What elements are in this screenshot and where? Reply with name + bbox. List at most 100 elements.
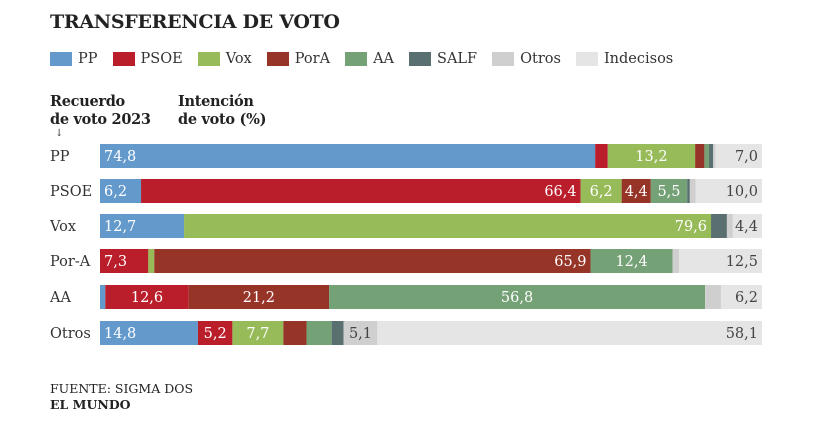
data-label: 7,7 xyxy=(246,326,269,342)
legend-item-salf: SALF xyxy=(409,51,477,67)
legend-label: PorA xyxy=(294,51,331,67)
data-label: 14,8 xyxy=(104,326,136,342)
legend-label: Otros xyxy=(520,51,561,67)
bar-segment-psoe xyxy=(100,249,149,273)
data-label: 12,7 xyxy=(104,219,136,235)
legend-item-aa: AA xyxy=(345,51,394,67)
bar-segment-pp xyxy=(100,321,198,345)
bar-segment-salf xyxy=(331,321,344,345)
bar-segment-pp xyxy=(100,214,185,238)
row-label: Otros xyxy=(50,326,91,342)
legend-label: PSOE xyxy=(140,51,183,67)
bar-segment-otros xyxy=(672,249,680,273)
data-label: 12,5 xyxy=(726,254,758,270)
bar-segment-otros xyxy=(713,144,716,168)
bar-segment-vox xyxy=(232,321,284,345)
data-label: 6,2 xyxy=(104,184,127,200)
row-header-line2: de voto 2023 xyxy=(50,111,151,128)
bar-segment-otros xyxy=(726,214,733,238)
bar-segment-vox xyxy=(607,144,696,168)
data-label: 12,4 xyxy=(615,254,647,270)
bar-segment-indecisos xyxy=(377,321,762,345)
row-header: Recuerdo de voto 2023 xyxy=(50,93,151,129)
bar-segment-vox xyxy=(184,214,712,238)
row-label: AA xyxy=(49,290,71,306)
legend: PP PSOE Vox PorA AA SALF Otros Indecisos xyxy=(50,51,688,67)
bar-segment-salf xyxy=(687,179,690,203)
data-label: 74,8 xyxy=(104,149,136,165)
legend-swatch xyxy=(492,52,515,66)
bar-segment-pora xyxy=(188,285,330,309)
data-label: 21,2 xyxy=(243,290,275,306)
legend-label: AA xyxy=(373,51,395,67)
legend-swatch xyxy=(197,52,220,66)
data-label: 66,4 xyxy=(544,184,576,200)
bar-segment-indecisos xyxy=(732,214,762,238)
legend-swatch xyxy=(345,52,368,66)
data-label: 65,9 xyxy=(554,254,586,270)
legend-label: SALF xyxy=(437,51,478,67)
data-label: 5,2 xyxy=(204,326,227,342)
bar-segment-otros xyxy=(689,179,696,203)
data-label: 7,0 xyxy=(735,149,758,165)
value-header-line2: de voto (%) xyxy=(178,111,267,128)
legend-item-psoe: PSOE xyxy=(112,51,183,67)
bar-segment-aa xyxy=(650,179,688,203)
row-label: Vox xyxy=(49,219,76,235)
bar-segment-pp xyxy=(100,144,596,168)
bar-segment-pora xyxy=(283,321,307,345)
bar-segment-pora xyxy=(695,144,705,168)
legend-item-otros: Otros xyxy=(492,51,561,67)
data-label: 6,2 xyxy=(735,290,758,306)
legend-label: Indecisos xyxy=(603,51,674,67)
bar-segment-salf xyxy=(711,214,727,238)
bar-segment-aa xyxy=(590,249,673,273)
source-note: FUENTE: SIGMA DOS xyxy=(50,381,194,396)
legend-item-pp: PP xyxy=(50,51,98,67)
data-label: 5,1 xyxy=(349,326,372,342)
data-label: 4,4 xyxy=(625,184,648,200)
data-label: 79,6 xyxy=(675,219,707,235)
data-label: 58,1 xyxy=(726,326,758,342)
bar-segment-psoe xyxy=(197,321,233,345)
data-label: 7,3 xyxy=(104,254,127,270)
down-arrow-icon: ↓ xyxy=(55,128,64,139)
bar-segment-otros xyxy=(343,321,378,345)
row-label: PSOE xyxy=(50,184,92,200)
bar-segment-otros xyxy=(705,285,721,309)
data-label: 13,2 xyxy=(635,149,667,165)
bar-segment-pora xyxy=(621,179,651,203)
bar-segment-indecisos xyxy=(679,249,762,273)
legend-item-indecisos: Indecisos xyxy=(575,51,674,67)
chart-title: TRANSFERENCIA DE VOTO xyxy=(50,11,340,33)
bar-segment-pp xyxy=(100,179,142,203)
bar-segment-psoe xyxy=(595,144,608,168)
bar-segment-aa xyxy=(306,321,332,345)
bar-segment-indecisos xyxy=(715,144,762,168)
data-label: 12,6 xyxy=(131,290,163,306)
legend-item-pora: PorA xyxy=(266,51,331,67)
data-label: 4,4 xyxy=(735,219,758,235)
legend-item-vox: Vox xyxy=(197,51,252,67)
bar-segment-pora xyxy=(154,249,591,273)
legend-swatch xyxy=(50,52,72,66)
bar-segment-psoe xyxy=(141,179,581,203)
bar-segment-indecisos xyxy=(720,285,762,309)
bar-segment-pp xyxy=(100,285,106,309)
bar-segment-psoe xyxy=(105,285,189,309)
legend-swatch xyxy=(112,52,135,66)
legend-swatch xyxy=(575,52,598,66)
bar-segment-aa xyxy=(704,144,710,168)
row-label: PP xyxy=(50,149,70,165)
brand-logo: EL MUNDO xyxy=(50,397,131,412)
value-header-line1: Intención xyxy=(178,93,254,110)
bar-segment-aa xyxy=(329,285,706,309)
value-header: Intención de voto (%) xyxy=(178,93,266,129)
data-label: 5,5 xyxy=(657,184,680,200)
legend-label: PP xyxy=(78,51,98,67)
row-label: Por-A xyxy=(50,254,91,270)
data-label: 6,2 xyxy=(590,184,613,200)
bar-segment-salf xyxy=(709,144,714,168)
legend-swatch xyxy=(266,52,289,66)
